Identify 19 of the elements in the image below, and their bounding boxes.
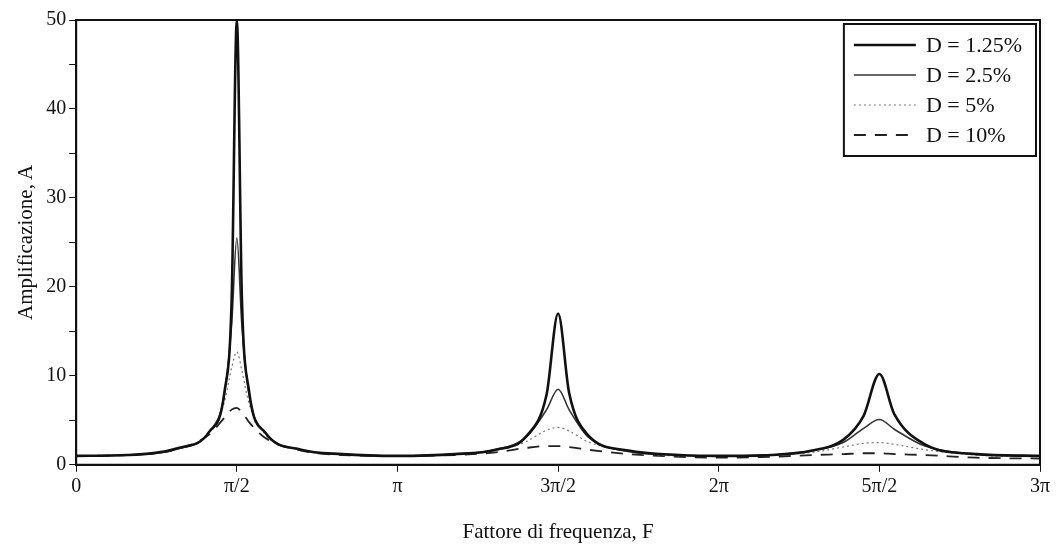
x-tick-label: 5π/2 <box>861 474 898 497</box>
y-tick-label: 50 <box>46 7 67 30</box>
y-tick-label: 30 <box>46 185 67 208</box>
x-tick-label: 3π <box>1029 474 1051 497</box>
legend-label: D = 2.5% <box>925 61 1011 87</box>
x-tick-label: π/2 <box>224 474 250 497</box>
x-tick-label: 3π/2 <box>540 474 576 497</box>
y-tick-label: 10 <box>46 363 67 386</box>
x-tick-label: π <box>392 474 403 497</box>
x-tick-label: 0 <box>71 474 82 497</box>
legend-label: D = 5% <box>925 91 995 117</box>
y-axis-title: Amplificazione, A <box>13 164 38 320</box>
x-axis-title: Fattore di frequenza, F <box>462 518 654 543</box>
y-tick-label: 0 <box>56 452 67 475</box>
y-tick-label: 20 <box>46 274 67 297</box>
x-tick-label: 2π <box>708 474 729 497</box>
legend-label: D = 1.25% <box>925 31 1022 57</box>
y-tick-label: 40 <box>46 96 67 119</box>
legend-label: D = 10% <box>925 121 1006 147</box>
